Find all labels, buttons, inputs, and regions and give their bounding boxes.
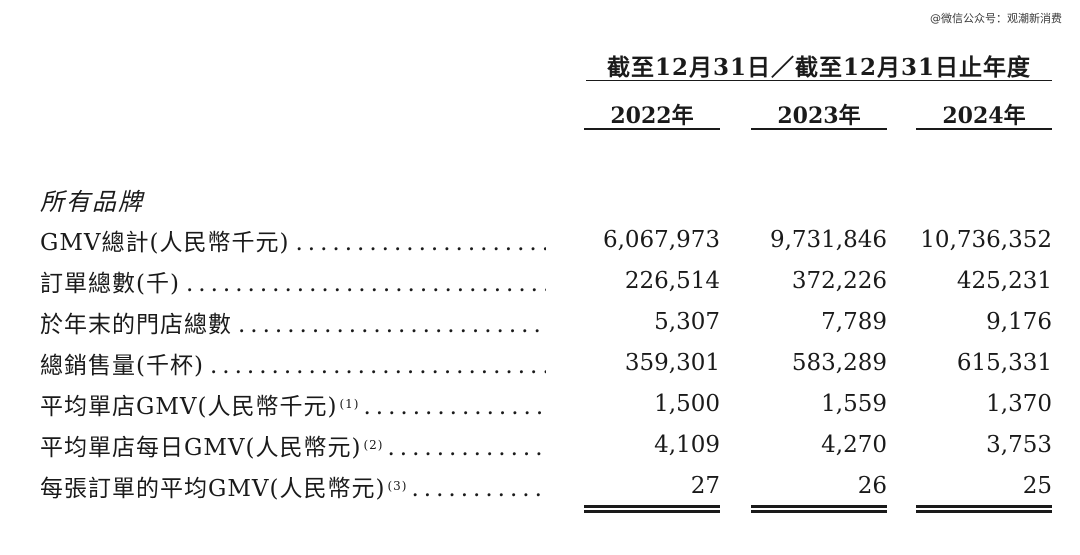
leader-dots: ........................................… (387, 435, 546, 461)
row-label-text: 訂單總數(千) (40, 271, 180, 297)
row-label-text: 於年末的門店總數 (40, 312, 232, 338)
table-row: 訂單總數(千).................................… (40, 261, 1060, 301)
value-2023: 583,289 (791, 350, 887, 376)
year-underline-2022 (584, 128, 720, 130)
year-header-2022: 2022年 (610, 103, 694, 129)
value-2024: 615,331 (956, 350, 1052, 376)
value-2023: 4,270 (821, 432, 887, 458)
row-label-text: 平均單店每日GMV(人民幣元) (40, 435, 362, 461)
table-row: GMV總計(人民幣千元)............................… (40, 220, 1060, 260)
total-double-rule-2023 (751, 505, 887, 513)
value-2023: 9,731,846 (769, 227, 887, 253)
total-double-rule-2022 (584, 505, 720, 513)
footnote-marker: (2) (363, 438, 384, 452)
value-2023: 372,226 (791, 268, 887, 294)
row-label: 於年末的門店總數................................… (40, 302, 546, 342)
leader-dots: ........................................… (209, 353, 546, 379)
row-label-text: GMV總計(人民幣千元) (40, 230, 290, 256)
year-header-2023: 2023年 (777, 103, 861, 129)
year-underline-2024 (916, 128, 1052, 130)
value-2022: 5,307 (654, 309, 720, 335)
year-underline-2023 (751, 128, 887, 130)
leader-dots: ........................................… (411, 476, 546, 502)
value-2024: 3,753 (986, 432, 1052, 458)
value-2024: 10,736,352 (920, 227, 1052, 253)
footnote-marker: (1) (339, 397, 360, 411)
watermark: @微信公众号：观潮新消费 (930, 12, 1062, 25)
value-2022: 4,109 (654, 432, 720, 458)
leader-dots: ........................................… (185, 271, 546, 297)
period-header: 截至12月31日／截至12月31日止年度 (606, 54, 1032, 81)
leader-dots: ........................................… (238, 312, 546, 338)
year-header-2024: 2024年 (942, 103, 1026, 129)
value-2024: 9,176 (986, 309, 1052, 335)
value-2022: 6,067,973 (602, 227, 720, 253)
value-2024: 25 (1022, 473, 1052, 499)
value-2022: 359,301 (624, 350, 720, 376)
section-title: 所有品牌 (40, 188, 144, 216)
footnote-marker: (3) (387, 479, 408, 493)
row-label-text: 總銷售量(千杯) (40, 353, 204, 379)
table-row: 每張訂單的平均GMV(人民幣元)(3).....................… (40, 466, 1060, 506)
table-row: 總銷售量(千杯)................................… (40, 343, 1060, 383)
table-row: 於年末的門店總數................................… (40, 302, 1060, 342)
value-2024: 1,370 (986, 391, 1052, 417)
leader-dots: ........................................… (363, 394, 546, 420)
row-label: 平均單店每日GMV(人民幣元)(2)......................… (40, 425, 546, 465)
value-2023: 1,559 (821, 391, 887, 417)
total-double-rule-2024 (916, 505, 1052, 513)
row-label: 平均單店GMV(人民幣千元)(1).......................… (40, 384, 546, 424)
value-2024: 425,231 (956, 268, 1052, 294)
value-2022: 1,500 (654, 391, 720, 417)
row-label-text: 每張訂單的平均GMV(人民幣元) (40, 476, 386, 502)
value-2023: 7,789 (821, 309, 887, 335)
value-2022: 226,514 (624, 268, 720, 294)
row-label: 總銷售量(千杯)................................… (40, 343, 546, 383)
row-label: 訂單總數(千).................................… (40, 261, 546, 301)
leader-dots: ........................................… (295, 230, 546, 256)
row-label-text: 平均單店GMV(人民幣千元) (40, 394, 338, 420)
row-label: GMV總計(人民幣千元)............................… (40, 220, 546, 260)
period-underline (586, 80, 1052, 81)
value-2022: 27 (690, 473, 720, 499)
value-2023: 26 (857, 473, 887, 499)
table-row: 平均單店每日GMV(人民幣元)(2)......................… (40, 425, 1060, 465)
table-row: 平均單店GMV(人民幣千元)(1).......................… (40, 384, 1060, 424)
row-label: 每張訂單的平均GMV(人民幣元)(3).....................… (40, 466, 546, 506)
